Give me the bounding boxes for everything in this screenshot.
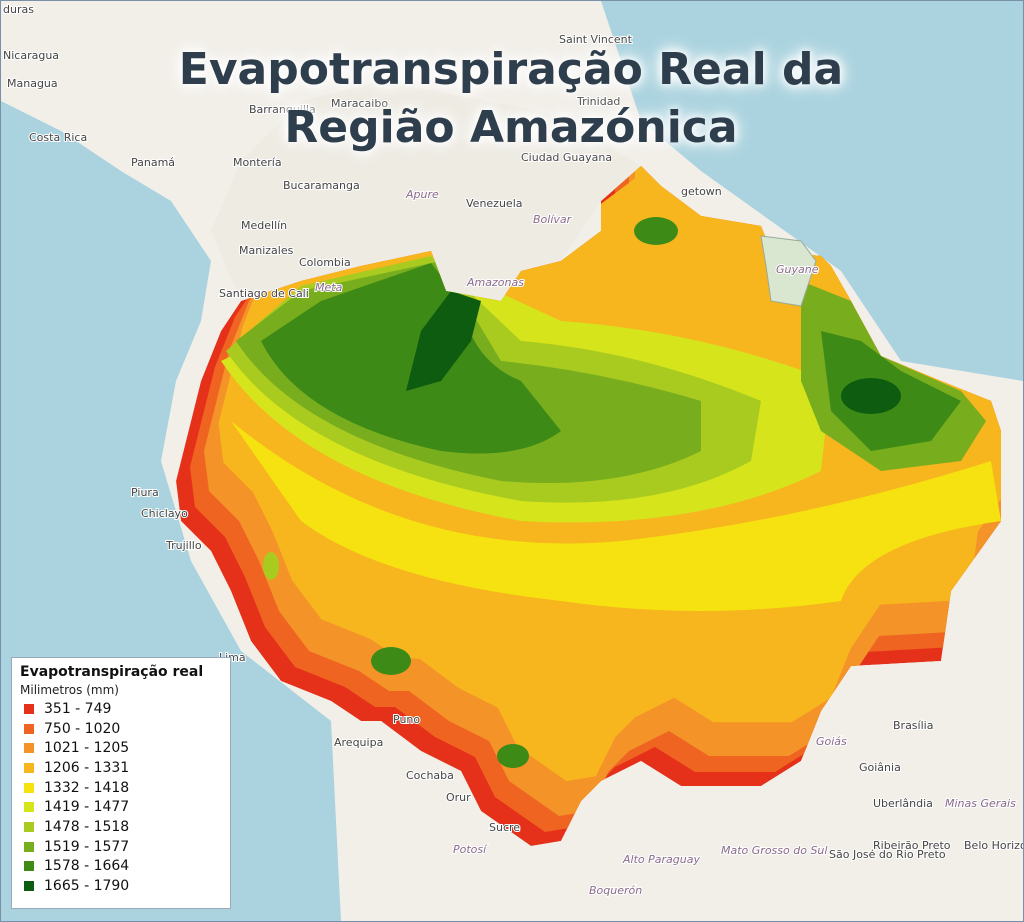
place-label: Trujillo	[165, 539, 202, 552]
legend-swatch	[24, 743, 34, 754]
place-label: Alto Paraguay	[622, 853, 700, 866]
north-land	[211, 81, 641, 301]
place-label: Minas Gerais	[945, 797, 1016, 810]
place-label: Chiclayo	[141, 507, 188, 520]
legend-label: 1206 - 1331	[44, 759, 130, 776]
legend-swatch	[24, 841, 34, 852]
place-label: Ribeirão Preto	[873, 839, 951, 852]
legend-item: 1478 - 1518	[20, 817, 222, 837]
place-label: Bucaramanga	[283, 179, 360, 192]
legend-swatch	[24, 723, 34, 734]
legend-swatch	[24, 881, 34, 892]
legend-swatch	[24, 762, 34, 773]
place-label: Medellín	[241, 219, 287, 232]
place-label: Potosí	[453, 843, 488, 856]
legend-label: 1478 - 1518	[44, 818, 130, 835]
place-label: Manizales	[239, 244, 294, 257]
legend-title: Evapotranspiração real	[20, 664, 204, 680]
french-guiana	[760, 235, 817, 307]
legend-label: 750 - 1020	[44, 720, 121, 737]
legend-item: 1665 - 1790	[20, 876, 222, 896]
place-label: Orur	[446, 791, 471, 804]
legend-swatch	[24, 861, 34, 872]
place-label: Uberlândia	[873, 797, 933, 810]
legend-item: 1206 - 1331	[20, 758, 222, 778]
place-label: Maracaibo	[331, 97, 388, 110]
place-label: Managua	[7, 77, 58, 90]
place-label: Piura	[131, 486, 159, 499]
legend-label: 1419 - 1477	[44, 799, 130, 816]
legend-item: 1519 - 1577	[20, 837, 222, 857]
place-label: São José do Rio Preto	[829, 848, 946, 861]
legend-label: 351 - 749	[44, 700, 112, 717]
legend-item: 750 - 1020	[20, 719, 222, 739]
legend-swatch	[24, 782, 34, 793]
place-label: Montería	[233, 156, 282, 169]
legend-item: 1021 - 1205	[20, 738, 222, 758]
place-label: Boquerón	[589, 884, 642, 897]
place-label: Goiás	[816, 735, 847, 748]
place-label: Puno	[393, 713, 420, 726]
legend-item: 1419 - 1477	[20, 797, 222, 817]
place-label: Venezuela	[466, 197, 523, 210]
place-label: Mato Grosso do Sul	[721, 844, 827, 857]
legend: Evapotranspiração real Milimetros (mm) 3…	[11, 657, 231, 909]
place-label: Panamá	[131, 156, 175, 169]
legend-swatch	[24, 821, 34, 832]
legend-item: 351 - 749	[20, 699, 222, 719]
legend-label: 1021 - 1205	[44, 740, 130, 757]
legend-label: 1332 - 1418	[44, 779, 130, 796]
place-label: Apure	[405, 188, 439, 201]
place-label: Bolívar	[533, 213, 573, 226]
map-title: Evapotranspiração Real da Região Amazóni…	[178, 44, 844, 153]
place-label: Guyane	[776, 263, 819, 276]
atlantic	[61, 1, 1023, 381]
place-label: Cochaba	[406, 769, 454, 782]
legend-label: 1519 - 1577	[44, 838, 130, 855]
place-label: Nicaragua	[3, 49, 59, 62]
place-label: getown	[681, 185, 722, 198]
legend-item: 1332 - 1418	[20, 778, 222, 798]
place-label: Sucre	[489, 821, 520, 834]
place-label: Barranquilla	[249, 103, 316, 116]
place-label: Amazonas	[466, 276, 524, 289]
legend-subtitle: Milimetros (mm)	[20, 683, 119, 697]
place-label: Ciudad Guayana	[521, 151, 612, 164]
legend-label: 1578 - 1664	[44, 858, 130, 875]
place-label: duras	[3, 3, 34, 16]
place-label: Saint Vincent	[559, 33, 633, 46]
evapotranspiration-layer	[176, 166, 1001, 846]
legend-swatch	[24, 802, 34, 813]
place-label: Costa Rica	[29, 131, 87, 144]
place-label: Arequipa	[334, 736, 383, 749]
place-label: Brasília	[893, 719, 933, 732]
place-label: Trinidad	[576, 95, 620, 108]
place-label: Santiago de Cali	[219, 287, 309, 300]
legend-label: 1665 - 1790	[44, 878, 130, 895]
place-label: Goiânia	[859, 761, 901, 774]
legend-swatch	[24, 703, 34, 714]
place-label: Meta	[315, 281, 343, 294]
place-label: Belo Horizo	[964, 839, 1023, 852]
legend-item: 1578 - 1664	[20, 857, 222, 877]
place-label: Colombia	[299, 256, 351, 269]
